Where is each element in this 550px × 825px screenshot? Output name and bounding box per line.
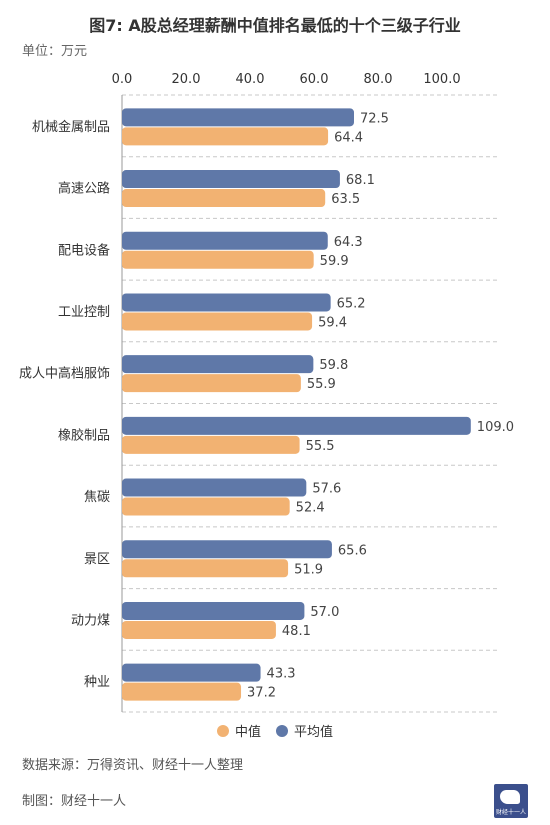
category-label: 焦碳 bbox=[84, 490, 110, 505]
bar-median bbox=[122, 189, 326, 208]
data-label-median: 52.4 bbox=[296, 501, 325, 516]
data-label-mean: 65.2 bbox=[337, 296, 366, 311]
legend-label-mean: 平均值 bbox=[294, 724, 333, 740]
data-label-median: 51.9 bbox=[294, 562, 323, 577]
category-label: 景区 bbox=[84, 552, 110, 567]
bar-median bbox=[122, 374, 301, 393]
bar-mean bbox=[122, 170, 340, 189]
data-label-mean: 57.0 bbox=[310, 605, 339, 620]
bar-median bbox=[122, 620, 276, 639]
x-tick-label: 20.0 bbox=[172, 72, 201, 87]
bar-median bbox=[122, 312, 313, 331]
bar-median bbox=[122, 250, 314, 269]
category-label: 成人中高档服饰 bbox=[19, 366, 110, 382]
data-label-mean: 43.3 bbox=[267, 667, 296, 682]
data-label-median: 64.4 bbox=[334, 130, 363, 145]
category-label: 种业 bbox=[84, 675, 110, 690]
data-source: 数据来源：万得资讯、财经十一人整理 bbox=[22, 758, 244, 773]
bar-median bbox=[122, 559, 289, 578]
data-label-mean: 68.1 bbox=[346, 173, 375, 188]
data-label-median: 37.2 bbox=[247, 686, 276, 701]
unit-label: 单位：万元 bbox=[22, 44, 88, 59]
bar-median bbox=[122, 127, 329, 146]
bar-mean bbox=[122, 108, 354, 127]
data-label-median: 55.5 bbox=[306, 439, 335, 454]
x-tick-label: 0.0 bbox=[112, 72, 133, 87]
data-label-mean: 57.6 bbox=[312, 482, 341, 497]
data-label-mean: 59.8 bbox=[319, 358, 348, 373]
brand-logo: 财经十一人 bbox=[494, 784, 528, 818]
category-label: 橡胶制品 bbox=[58, 427, 110, 443]
bar-mean bbox=[122, 540, 332, 559]
legend-marker-median bbox=[217, 725, 229, 737]
bird-icon bbox=[500, 790, 520, 804]
legend-label-median: 中值 bbox=[235, 724, 261, 740]
data-label-median: 48.1 bbox=[282, 624, 311, 639]
x-tick-label: 80.0 bbox=[364, 72, 393, 87]
x-tick-label: 40.0 bbox=[236, 72, 265, 87]
bar-mean bbox=[122, 293, 331, 312]
data-label-median: 63.5 bbox=[331, 192, 360, 207]
bar-median bbox=[122, 435, 300, 454]
x-tick-label: 60.0 bbox=[300, 72, 329, 87]
category-label: 配电设备 bbox=[58, 242, 110, 258]
bar-median bbox=[122, 682, 242, 701]
logo-text: 财经十一人 bbox=[495, 809, 526, 816]
category-label: 机械金属制品 bbox=[32, 119, 110, 135]
data-label-median: 59.4 bbox=[318, 315, 347, 330]
bar-mean bbox=[122, 231, 328, 250]
x-tick-label: 100.0 bbox=[423, 72, 460, 87]
data-label-mean: 109.0 bbox=[477, 420, 514, 435]
chart-title: 图7: A股总经理薪酬中值排名最低的十个三级子行业 bbox=[89, 16, 461, 35]
category-label: 动力煤 bbox=[71, 613, 110, 628]
data-label-mean: 64.3 bbox=[334, 235, 363, 250]
chart-credit: 制图：财经十一人 bbox=[22, 794, 127, 809]
bar-mean bbox=[122, 416, 471, 435]
bar-mean bbox=[122, 601, 305, 620]
bar-mean bbox=[122, 355, 314, 374]
legend-marker-mean bbox=[276, 725, 288, 737]
category-label: 高速公路 bbox=[58, 181, 110, 197]
bar-mean bbox=[122, 478, 307, 497]
bar-mean bbox=[122, 663, 261, 682]
data-label-mean: 72.5 bbox=[360, 111, 389, 126]
data-label-mean: 65.6 bbox=[338, 543, 367, 558]
bar-median bbox=[122, 497, 290, 516]
data-label-median: 55.9 bbox=[307, 377, 336, 392]
category-label: 工业控制 bbox=[58, 305, 110, 320]
bar-chart: 0.0 20.0 40.0 60.0 80.0 100.0 机械金属制品 72.5 64.4 高速… bbox=[19, 72, 514, 740]
data-label-median: 59.9 bbox=[320, 254, 349, 269]
